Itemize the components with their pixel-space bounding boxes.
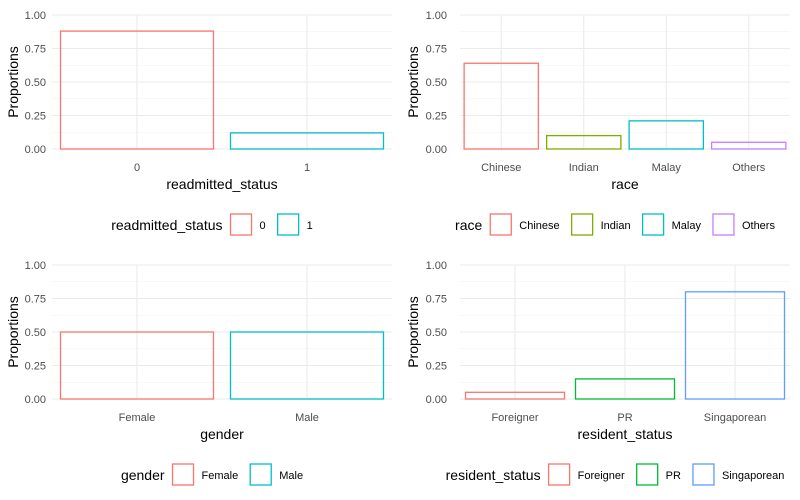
y-tick-label: 0.75: [426, 44, 447, 56]
x-tick-label: Foreigner: [491, 412, 538, 424]
x-tick-label: Indian: [569, 162, 599, 174]
legend-key: [489, 213, 512, 236]
legend-label: Others: [742, 220, 776, 232]
legend: race Chinese Indian Malay Others: [455, 213, 776, 236]
x-axis-label: gender: [200, 426, 244, 442]
legend-key: [547, 463, 571, 486]
x-tick-label: Female: [119, 412, 156, 424]
legend-label: Indian: [601, 220, 631, 232]
y-axis-label: Proportions: [5, 296, 21, 368]
legend-key: [692, 463, 715, 486]
y-axis-label: Proportions: [405, 296, 421, 368]
x-tick-label: Male: [295, 412, 319, 424]
legend-key: [570, 213, 594, 236]
y-tick-label: 0.75: [426, 294, 447, 306]
legend-key: [636, 463, 659, 486]
x-tick-label: Others: [732, 162, 766, 174]
legend-label: Male: [279, 470, 303, 482]
legend-label: Malay: [672, 220, 702, 232]
x-tick-label: Malay: [652, 162, 682, 174]
legend-key: [276, 213, 300, 236]
legend-title: gender: [121, 467, 165, 483]
bar-1: [229, 132, 385, 150]
y-tick-label: 0.50: [426, 77, 447, 89]
legend-label: Foreigner: [578, 470, 625, 482]
legend: gender Female Male: [121, 463, 303, 486]
y-tick-label: 0.00: [25, 144, 46, 156]
chart-panel-4: 0.00 0.25 0.50 0.75 1.00 Proportions Foreigner…: [405, 260, 790, 486]
x-axis-label: race: [611, 176, 638, 192]
legend-title: readmitted_status: [111, 217, 222, 233]
y-tick-label: 0.50: [426, 327, 447, 339]
legend-label: Female: [202, 470, 239, 482]
legend-title: race: [455, 217, 482, 233]
legend-key: [712, 213, 735, 236]
legend-key: [171, 463, 195, 486]
bar-male: [229, 331, 385, 400]
legend-key: [641, 213, 665, 236]
legend-label: Singaporean: [722, 470, 784, 482]
x-tick-label: Singaporean: [704, 412, 766, 424]
bar-0: [59, 30, 215, 150]
x-tick-label: 1: [304, 162, 310, 174]
x-tick-label: Chinese: [481, 162, 521, 174]
legend-label: 1: [307, 220, 313, 232]
legend: readmitted_status 0 1: [111, 213, 313, 236]
x-tick-label: 0: [134, 162, 140, 174]
legend: resident_status Foreigner PR Singaporean: [446, 463, 784, 486]
y-tick-label: 0.00: [426, 394, 447, 406]
y-tick-label: 0.25: [25, 111, 46, 123]
y-tick-label: 0.00: [25, 394, 46, 406]
legend-title: resident_status: [446, 467, 541, 483]
x-axis-label: readmitted_status: [166, 176, 277, 192]
y-tick-label: 0.25: [25, 361, 46, 373]
y-tick-label: 0.50: [25, 77, 46, 89]
y-tick-label: 1.00: [426, 260, 447, 272]
y-tick-label: 1.00: [25, 260, 46, 272]
bar-malay: [628, 120, 705, 150]
y-tick-label: 0.00: [426, 144, 447, 156]
y-tick-label: 0.50: [25, 327, 46, 339]
y-axis-label: Proportions: [405, 46, 421, 118]
bar-singaporean: [684, 291, 786, 400]
y-tick-label: 0.25: [426, 111, 447, 123]
legend-key: [249, 463, 272, 486]
x-axis-label: resident_status: [578, 426, 673, 442]
y-axis-label: Proportions: [5, 46, 21, 118]
legend-key: [229, 213, 253, 236]
x-tick-label: PR: [617, 412, 632, 424]
chart-panel-3: 0.00 0.25 0.50 0.75 1.00 Proportions Female Mal…: [5, 260, 392, 486]
bar-pr: [574, 378, 676, 400]
bar-female: [59, 331, 215, 400]
y-tick-label: 1.00: [426, 10, 447, 22]
bar-foreigner: [464, 391, 566, 400]
y-tick-label: 0.25: [426, 361, 447, 373]
chart-panel-2: 0.00 0.25 0.50 0.75 1.00 Proportions Chinese In…: [405, 10, 790, 236]
legend-label: PR: [666, 470, 681, 482]
legend-label: Chinese: [519, 220, 559, 232]
legend-label: 0: [260, 220, 266, 232]
bar-others: [710, 141, 787, 150]
bar-chinese: [463, 62, 540, 150]
y-tick-label: 0.75: [25, 44, 46, 56]
y-tick-label: 1.00: [25, 10, 46, 22]
y-tick-label: 0.75: [25, 294, 46, 306]
bar-indian: [545, 134, 622, 150]
